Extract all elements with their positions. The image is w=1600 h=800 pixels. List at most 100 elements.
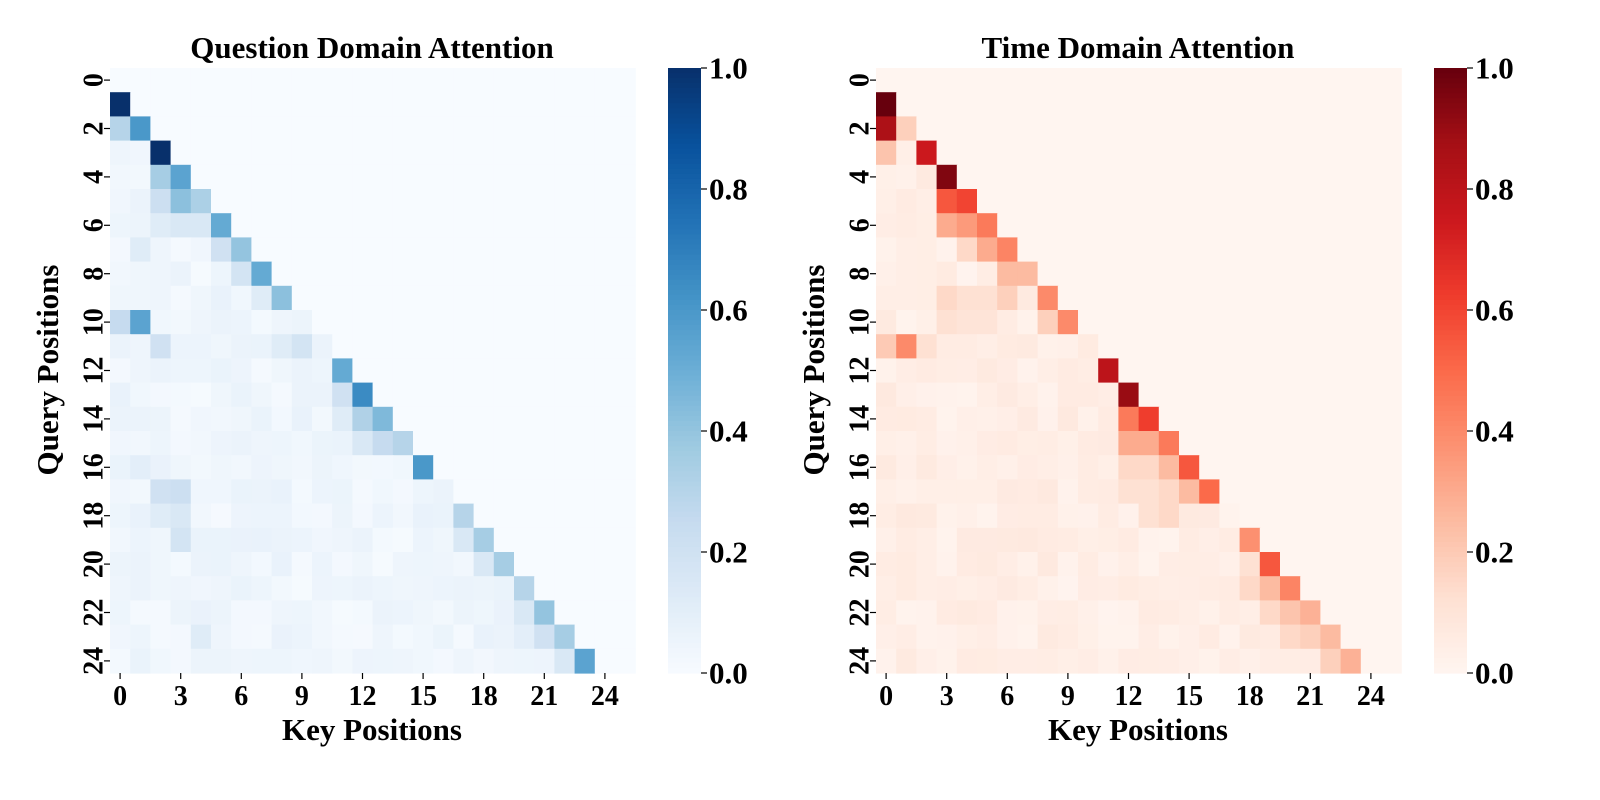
heatmap-cell [615,140,636,166]
colorbar-segment [1434,541,1467,548]
heatmap-cell [170,600,192,626]
heatmap-cell [554,479,576,505]
heatmap-cell [916,261,938,287]
colorbar-tick-label: 0.0 [1475,656,1514,691]
heatmap-cell [997,431,1018,456]
heatmap-cell [1158,237,1180,263]
heatmap-cell [211,552,232,577]
colorbar-segment [668,128,701,135]
heatmap-cell [413,213,434,238]
heatmap-cell [251,261,273,287]
colorbar-segment [668,425,701,432]
heatmap-cell [1300,140,1321,166]
heatmap-cell [1057,310,1079,335]
y-axis-label: Query Positions [30,265,65,476]
heatmap-cell [936,189,958,214]
heatmap-cell [453,406,475,432]
heatmap-cell [514,140,535,166]
heatmap-cell [1158,261,1180,287]
heatmap-cell [1320,648,1342,674]
heatmap-cell [936,503,958,529]
heatmap-cell [493,92,515,117]
heatmap-cell [453,261,475,287]
heatmap-cell [997,310,1018,335]
heatmap-cell [956,189,978,214]
colorbar-segment [1434,526,1467,533]
heatmap-cell [1078,406,1099,432]
y-tick-label: 20 [845,550,876,578]
heatmap-cell [1037,455,1059,480]
heatmap-cell [231,431,252,456]
colorbar-segment [668,602,701,609]
x-tick-label: 21 [1296,681,1324,712]
heatmap-cell [1320,140,1342,166]
heatmap-cell [1320,237,1342,263]
colorbar-segment [668,360,701,367]
heatmap-cell [1158,479,1180,505]
heatmap-cell [110,576,131,601]
heatmap-cell [312,358,333,384]
heatmap-cell [130,68,151,93]
heatmap-cells [110,68,636,674]
heatmap-cell [1118,261,1140,287]
heatmap-cell [1320,358,1342,384]
heatmap-cell [392,310,414,335]
heatmap-cell [876,552,897,577]
heatmap-cell [997,261,1018,287]
heatmap-cell [251,600,273,626]
y-tick-label: 18 [845,502,876,530]
heatmap-cell [170,648,192,674]
colorbar-segment [668,209,701,215]
heatmap-cell [534,213,555,238]
heatmap-cell [392,213,414,238]
colorbar-segment [1434,410,1467,417]
heatmap-cell [433,164,454,190]
heatmap-cell [977,552,998,577]
heatmap-cell [1360,213,1382,238]
heatmap-cell [514,552,535,577]
heatmap-cell [1118,479,1140,505]
heatmap-cell [1057,600,1079,626]
heatmap-cell [1320,479,1342,505]
heatmap-cell [916,213,938,238]
heatmap-cell [473,503,495,529]
heatmap-cell [190,576,212,601]
colorbar-tick-label: 0.2 [709,535,748,570]
colorbar-segment [1434,173,1467,180]
heatmap-cell [392,552,414,577]
heatmap-cell [876,261,897,287]
heatmap-cell [1360,431,1382,456]
heatmap-cell [231,382,252,408]
heatmap-cell [514,431,535,456]
heatmap-cell [392,479,414,505]
heatmap-cell [1340,140,1362,166]
colorbar-segment [668,355,701,362]
heatmap-cell [514,527,535,553]
heatmap-cell [876,92,897,117]
heatmap-cell [896,406,917,432]
heatmap-cell [473,92,495,117]
heatmap-cell [1118,648,1140,674]
colorbar-segment [1434,466,1467,472]
heatmap-cell [1017,600,1039,626]
heatmap-cell [1239,406,1261,432]
heatmap-cell [453,213,475,238]
heatmap-cell [1199,406,1220,432]
heatmap-cell [997,334,1018,359]
colorbar-segment [668,325,701,331]
heatmap-cell [1340,189,1362,214]
heatmap-cell [251,552,273,577]
x-tick-label: 15 [409,681,437,712]
heatmap-cell [997,164,1018,190]
heatmap-cell [1179,140,1200,166]
x-tick-label: 24 [591,681,619,712]
heatmap-cell [1138,213,1160,238]
heatmap-cell [372,576,394,601]
heatmap-cell [1381,503,1402,529]
heatmap-cell [916,237,938,263]
heatmap-cell [312,431,333,456]
heatmap-cell [1300,479,1321,505]
heatmap-cell [1340,406,1362,432]
heatmap-cell [332,285,353,311]
colorbar-segment [668,330,701,336]
